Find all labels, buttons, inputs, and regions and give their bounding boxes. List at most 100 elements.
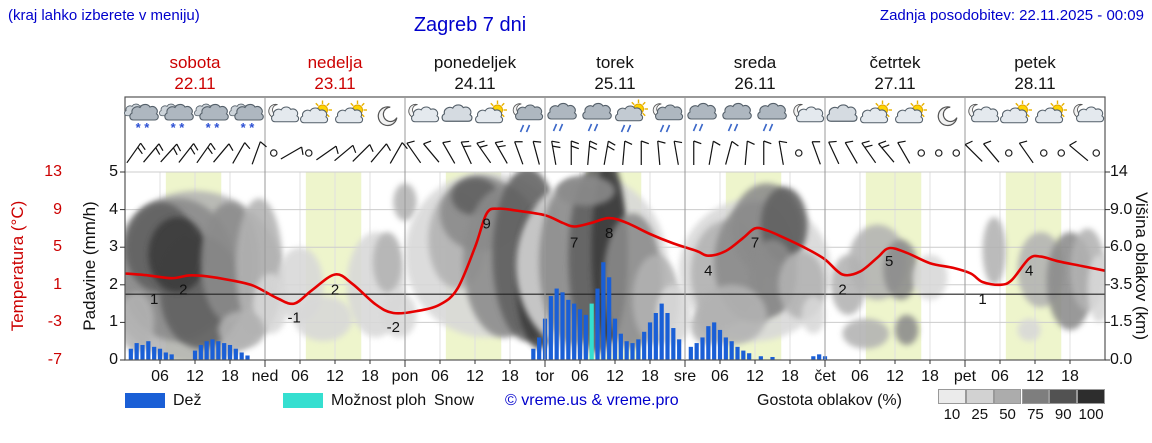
temperature-value-label: 9 [482,216,490,233]
last-update: Zadnja posodobitev: 22.11.2025 - 00:09 [879,7,1144,24]
time-tick: 12 [186,368,204,385]
density-swatch [1077,389,1105,404]
precipitation-tick: 0 [109,351,118,368]
time-tick: 18 [781,368,799,385]
temperature-value-label: 7 [751,234,759,251]
temperature-value-label: 1 [978,291,986,308]
time-tick: 06 [151,368,169,385]
density-swatch [1049,389,1078,404]
day-header: sreda 26.11 [685,52,825,94]
temperature-value-label: 4 [1025,263,1033,280]
page-title: Zagreb 7 dni [413,14,527,36]
sun-cloud-icon [335,100,367,124]
time-tick: 12 [326,368,344,385]
moon-icon [937,106,958,127]
time-tick: 06 [291,368,309,385]
day-header: petek 28.11 [965,52,1105,94]
day-date: 27.11 [874,74,916,93]
rain-cloud-icon [582,102,612,132]
time-tick: čet [814,368,836,385]
location-hint: (kraj lahko izberete v meniju) [8,7,200,24]
cloud-icon [826,104,858,122]
day-date: 22.11 [174,74,216,93]
temperature-tick: -3 [47,313,62,331]
day-date: 28.11 [1014,74,1056,93]
svg-text:* *: * * [171,120,186,135]
snow-legend-label: Snow [434,392,475,409]
day-date: 26.11 [734,74,776,93]
temperature-value-label: 2 [331,281,339,298]
day-header: četrtek 27.11 [825,52,965,94]
sun-cloud-icon [1000,100,1032,124]
temperature-value-label: 2 [179,281,187,298]
moon-cloud-icon [968,103,1000,123]
day-header: torek 25.11 [545,52,685,94]
day-date: 24.11 [454,74,496,93]
cloud-height-tick: 0.0 [1110,351,1133,368]
copyright-link[interactable]: © vreme.us & vreme.pro [505,392,679,409]
precipitation-tick: 4 [109,200,118,218]
time-tick: 12 [606,368,624,385]
temperature-tick: 1 [53,275,62,293]
time-tick: 12 [466,368,484,385]
precipitation-tick: 1 [109,313,118,331]
time-tick: 06 [991,368,1009,385]
time-tick: 06 [431,368,449,385]
temperature-tick: 13 [44,163,62,180]
sun-cloud-icon [895,100,927,124]
temperature-value-label: -1 [287,310,300,327]
day-date: 25.11 [594,74,636,93]
density-tick: 100 [1078,406,1104,423]
svg-text:* *: * * [241,120,256,135]
shower-legend-label: Možnost ploh [331,392,427,409]
snow-cloud-icon: * * [194,103,229,135]
precipitation-bars [128,262,828,360]
moon-cloud-icon [1073,103,1105,123]
day-name: nedelja [307,53,363,72]
moon-icon [377,106,398,127]
time-tick: 06 [711,368,729,385]
cloud-height-tick: 6.0 [1110,238,1133,256]
time-tick: 06 [571,368,589,385]
time-tick: 18 [221,368,239,385]
temperature-axis-label: Temperatura (°C) [8,200,27,332]
svg-text:* *: * * [136,120,151,135]
day-name: četrtek [869,53,921,72]
wind-barbs [126,140,1101,166]
time-tick: tor [535,368,555,385]
density-swatch [965,389,994,404]
density-tick: 90 [1054,406,1072,423]
temperature-value-label: 2 [838,281,846,298]
day-name: torek [596,53,634,72]
rain-cloud-icon [687,102,717,132]
time-tick: 18 [641,368,659,385]
time-tick: 18 [501,368,519,385]
cloud-height-tick: 3.5 [1110,275,1133,293]
time-tick: 12 [886,368,904,385]
time-tick: 06 [851,368,869,385]
time-tick: 18 [1061,368,1079,385]
temperature-value-label: -2 [387,319,400,336]
density-swatch [993,389,1022,404]
snow-cloud-icon: * * [124,103,159,135]
snow-cloud-icon: * * [229,103,264,135]
day-header: sobota 22.11 [125,52,265,94]
rain-legend-label: Dež [173,392,202,409]
sun-cloud-icon [1035,100,1067,124]
sun-cloud-icon [860,100,892,124]
density-swatch [1021,389,1050,404]
time-tick: pon [391,368,419,385]
day-header: nedelja 23.11 [265,52,405,94]
cloud-density-legend-label: Gostota oblakov (%) [757,392,902,409]
cloud-height-tick: 1.5 [1110,313,1133,331]
day-name: ponedeljek [433,53,517,72]
temperature-tick: -7 [47,351,62,368]
sun-cloud-icon [475,100,507,124]
precipitation-tick: 5 [109,163,118,180]
density-tick: 50 [999,406,1016,423]
sun-rain-icon [615,99,648,133]
rain-cloud-icon [757,102,787,132]
day-header: ponedeljek 24.11 [405,52,545,94]
